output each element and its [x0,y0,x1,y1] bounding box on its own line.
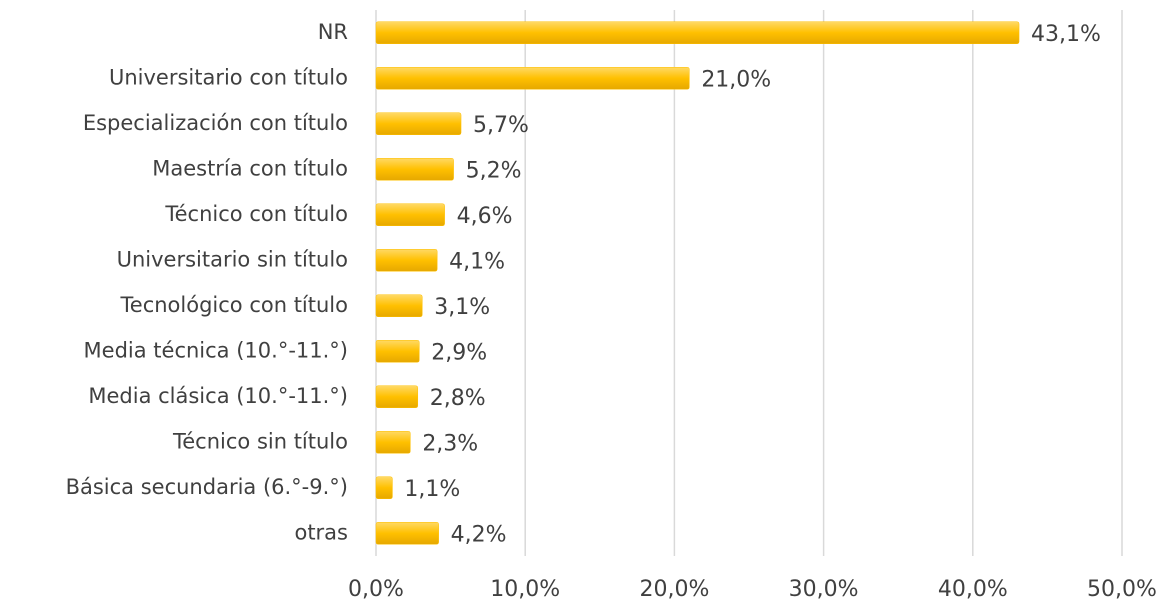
bar [375,21,1020,44]
value-label: 5,2% [466,158,522,183]
value-label: 4,6% [457,204,513,229]
y-tick-label: Maestría con título [152,156,348,180]
x-tick-label: 0,0% [348,577,404,602]
value-label: 5,7% [473,113,529,138]
y-tick-label: Universitario sin título [117,247,348,271]
value-label: 2,9% [431,340,487,365]
bar [375,522,439,545]
value-label: 1,1% [404,477,460,502]
bar [375,203,445,226]
bar [375,340,420,363]
value-label: 2,8% [430,386,486,411]
y-tick-label: otras [294,520,348,544]
bar [375,294,423,317]
bar [375,67,690,90]
bar [375,476,393,499]
y-tick-label: Básica secundaria (6.°-9.°) [66,475,348,499]
y-tick-label: Tecnológico con título [120,293,348,317]
y-tick-label: Técnico con título [164,202,348,226]
y-tick-label: Media técnica (10.°-11.°) [84,338,348,362]
bar [375,431,411,454]
bar [375,158,454,181]
x-tick-label: 50,0% [1087,577,1157,602]
y-tick-label: NR [318,20,348,44]
x-tick-label: 30,0% [789,577,859,602]
value-label: 21,0% [701,67,771,92]
value-label: 2,3% [422,431,478,456]
x-tick-label: 40,0% [938,577,1008,602]
bar [375,385,419,408]
y-tick-label: Universitario con título [109,65,348,89]
value-label: 4,2% [451,522,507,547]
x-tick-label: 10,0% [490,577,560,602]
value-label: 43,1% [1031,22,1101,47]
y-tick-label: Técnico sin título [172,429,348,453]
y-tick-label: Especialización con título [83,111,348,135]
x-tick-label: 20,0% [639,577,709,602]
y-tick-label: Media clásica (10.°-11.°) [88,384,348,408]
value-label: 4,1% [449,249,505,274]
bar [375,112,462,135]
value-label: 3,1% [434,295,490,320]
bar [375,249,438,272]
